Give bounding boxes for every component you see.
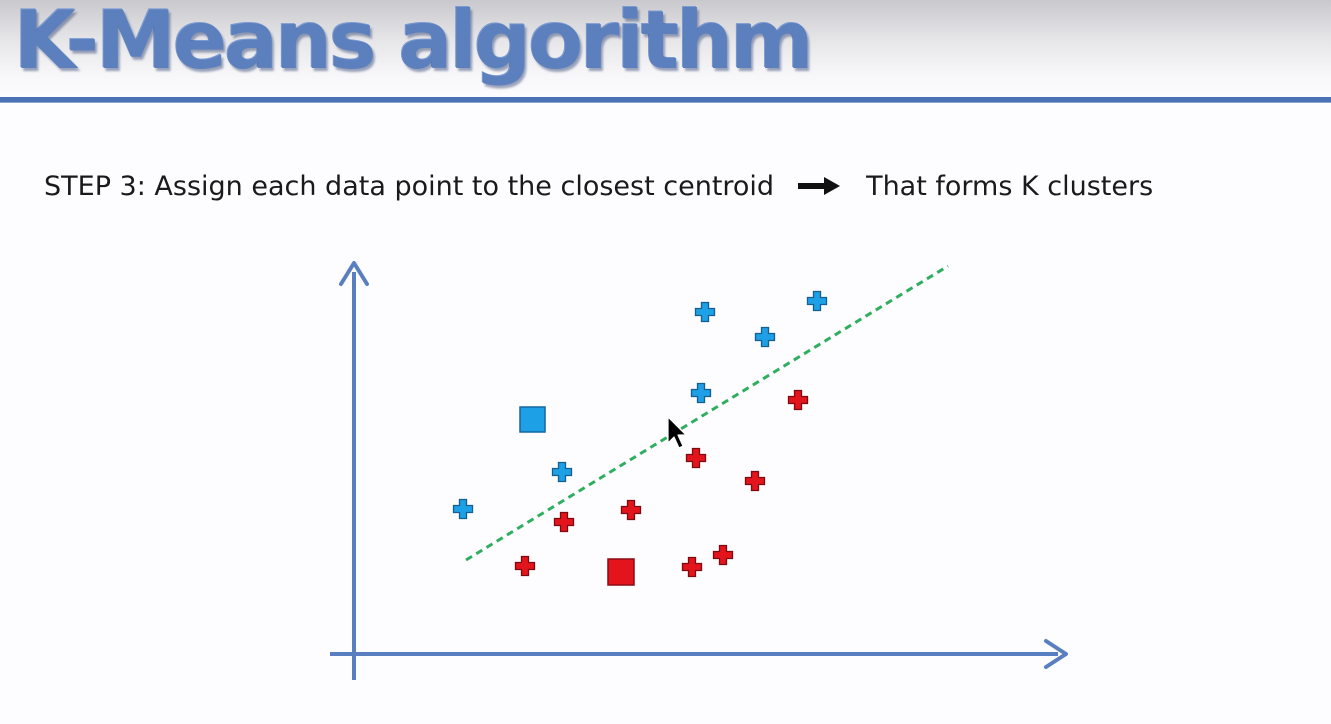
data-points xyxy=(452,290,828,578)
data-point-blue xyxy=(806,290,828,312)
data-point-red xyxy=(553,511,575,533)
data-point-red xyxy=(712,544,734,566)
step-label: STEP 3 xyxy=(44,170,137,202)
x-axis xyxy=(330,639,1068,669)
data-point-blue xyxy=(551,461,573,483)
data-point-blue xyxy=(754,326,776,348)
step-text: : Assign each data point to the closest … xyxy=(136,170,775,202)
data-point-red xyxy=(744,470,766,492)
data-point-blue xyxy=(694,301,716,323)
data-point-blue xyxy=(690,382,712,404)
data-point-red xyxy=(787,389,809,411)
cluster-boundary-line xyxy=(465,264,949,562)
data-point-blue xyxy=(452,498,474,520)
right-arrow-icon xyxy=(798,177,841,195)
data-point-red xyxy=(681,556,703,578)
centroid-red xyxy=(607,558,635,586)
centroid-blue xyxy=(519,406,546,433)
step-result: That forms K clusters xyxy=(866,170,1154,202)
mouse-pointer-icon xyxy=(667,416,687,449)
step-description: STEP 3: Assign each data point to the cl… xyxy=(44,166,1153,206)
title-underline xyxy=(0,97,1331,103)
data-point-red xyxy=(620,499,642,521)
data-point-red xyxy=(514,555,536,577)
slide-title: K-Means algorithm xyxy=(14,0,814,87)
y-axis xyxy=(339,261,369,680)
slide-header: K-Means algorithm xyxy=(0,0,1331,100)
data-point-red xyxy=(685,447,707,469)
